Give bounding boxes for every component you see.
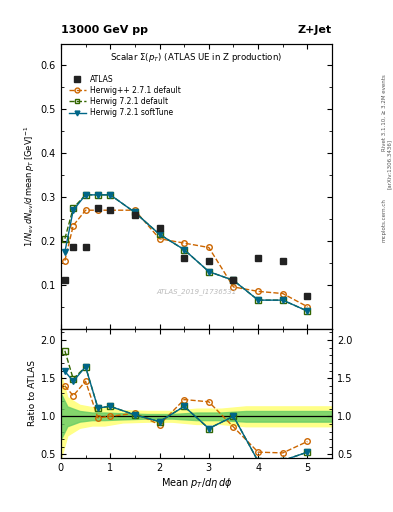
Y-axis label: Ratio to ATLAS: Ratio to ATLAS	[28, 360, 37, 426]
Legend: ATLAS, Herwig++ 2.7.1 default, Herwig 7.2.1 default, Herwig 7.2.1 softTune: ATLAS, Herwig++ 2.7.1 default, Herwig 7.…	[68, 73, 182, 119]
Text: Rivet 3.1.10, ≥ 3.2M events: Rivet 3.1.10, ≥ 3.2M events	[382, 74, 387, 151]
X-axis label: Mean $p_T/d\eta\,d\phi$: Mean $p_T/d\eta\,d\phi$	[161, 476, 232, 490]
Text: ATLAS_2019_I1736531: ATLAS_2019_I1736531	[156, 288, 237, 295]
Text: Z+Jet: Z+Jet	[298, 25, 332, 35]
Text: [arXiv:1306.3436]: [arXiv:1306.3436]	[387, 139, 392, 189]
Y-axis label: $1/N_{\rm ev}\,dN_{\rm ev}/d\,{\rm mean}\,p_T\,[\rm GeV]^{-1}$: $1/N_{\rm ev}\,dN_{\rm ev}/d\,{\rm mean}…	[22, 125, 37, 247]
Text: mcplots.cern.ch: mcplots.cern.ch	[382, 198, 387, 242]
Text: Scalar $\Sigma(p_T)$ (ATLAS UE in Z production): Scalar $\Sigma(p_T)$ (ATLAS UE in Z prod…	[110, 51, 283, 63]
Text: 13000 GeV pp: 13000 GeV pp	[61, 25, 148, 35]
